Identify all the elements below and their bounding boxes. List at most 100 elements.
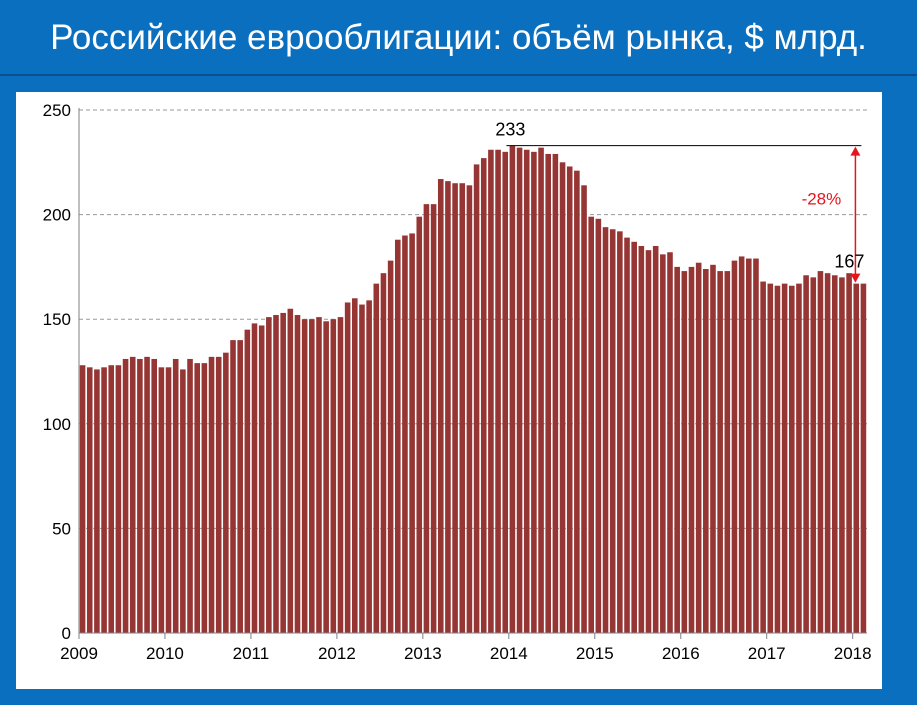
bar — [309, 319, 315, 633]
bar — [817, 271, 824, 633]
bar — [172, 358, 179, 633]
bar — [416, 216, 423, 633]
x-tick-label: 2017 — [748, 644, 786, 663]
bar — [581, 185, 587, 633]
bar — [638, 245, 645, 634]
bar — [674, 266, 680, 633]
bar — [223, 352, 229, 633]
bar — [201, 363, 208, 633]
chart-panel: 0 50 100 150 200 250 2009 2010 2011 2012 2013 2014… — [16, 92, 882, 689]
bar — [237, 340, 243, 633]
annotations: 233 -28% 167 — [495, 120, 864, 283]
bar — [810, 277, 817, 633]
bar — [251, 323, 258, 633]
x-tick-label: 2013 — [404, 644, 442, 663]
bar — [488, 149, 494, 634]
bar — [609, 229, 616, 633]
bar — [437, 179, 444, 633]
bar — [624, 237, 630, 633]
y-axis-labels: 0 50 100 150 200 250 — [43, 101, 71, 643]
bar — [387, 260, 394, 633]
x-tick-label: 2015 — [576, 644, 614, 663]
bar — [79, 365, 86, 633]
bar — [115, 365, 122, 633]
bar — [667, 252, 673, 634]
last-value-label: 167 — [834, 252, 864, 272]
bar — [531, 151, 537, 633]
bar-series — [79, 145, 867, 634]
bar — [824, 273, 831, 633]
bar — [208, 356, 215, 633]
x-tick-label: 2012 — [318, 644, 356, 663]
bar — [853, 283, 860, 633]
bar — [631, 241, 637, 633]
bar — [466, 185, 473, 633]
bar — [158, 367, 165, 633]
bar — [337, 317, 344, 633]
bar — [502, 151, 509, 633]
bar — [652, 245, 659, 634]
bar — [724, 271, 731, 633]
x-tick-label: 2011 — [233, 644, 270, 663]
bar — [588, 216, 594, 633]
bar — [767, 283, 774, 633]
bar — [473, 164, 480, 633]
bar — [703, 268, 709, 633]
bar — [359, 304, 365, 633]
bar — [445, 181, 451, 633]
bar — [323, 321, 329, 633]
bar — [509, 145, 516, 633]
bar — [559, 162, 566, 634]
bar — [273, 315, 279, 633]
x-axis-labels: 2009 2010 2011 2012 2013 2014 2015 2016 2017 2018 — [60, 644, 872, 663]
bar — [294, 315, 301, 633]
bar — [137, 358, 143, 633]
bar — [187, 358, 193, 633]
bar — [129, 356, 136, 633]
bar-chart: 0 50 100 150 200 250 2009 2010 2011 2012 2013 2014… — [43, 101, 872, 663]
bar — [101, 367, 107, 633]
change-arrow-head-top — [850, 146, 861, 156]
bar — [617, 231, 623, 633]
y-tick-label: 0 — [62, 624, 71, 643]
bar — [545, 153, 552, 633]
change-percent-label: -28% — [802, 190, 842, 209]
bar — [373, 283, 380, 633]
bar — [746, 258, 752, 633]
bar — [860, 283, 867, 633]
bar — [180, 369, 186, 633]
bar — [230, 340, 236, 633]
change-arrow-head-bottom — [850, 273, 861, 283]
bar — [344, 302, 351, 633]
bar — [402, 235, 408, 633]
bar — [108, 365, 115, 633]
bar — [301, 319, 308, 633]
page-title: Российские еврооблигации: объём рынка, $… — [50, 18, 867, 57]
bar — [681, 271, 688, 633]
bar — [738, 256, 745, 633]
title-bar: Российские еврооблигации: объём рынка, $… — [0, 0, 917, 76]
x-tick-label: 2016 — [662, 644, 700, 663]
bar — [538, 147, 544, 633]
bar — [788, 285, 795, 633]
bar — [394, 239, 401, 634]
bar — [552, 153, 559, 633]
bar — [574, 170, 580, 633]
bar — [215, 356, 222, 633]
bar — [695, 262, 702, 633]
x-tick-label: 2010 — [146, 644, 184, 663]
bar — [839, 277, 845, 633]
bar — [151, 358, 158, 633]
bar — [380, 273, 387, 633]
bar — [280, 312, 286, 633]
bar — [781, 283, 788, 633]
bar — [710, 264, 716, 633]
bar — [796, 283, 802, 633]
bar — [645, 250, 652, 633]
bar — [165, 367, 172, 633]
bar — [774, 285, 781, 633]
bar — [846, 273, 852, 633]
bar — [459, 183, 466, 633]
y-tick-label: 100 — [43, 415, 71, 434]
x-tick-label: 2009 — [60, 644, 98, 663]
